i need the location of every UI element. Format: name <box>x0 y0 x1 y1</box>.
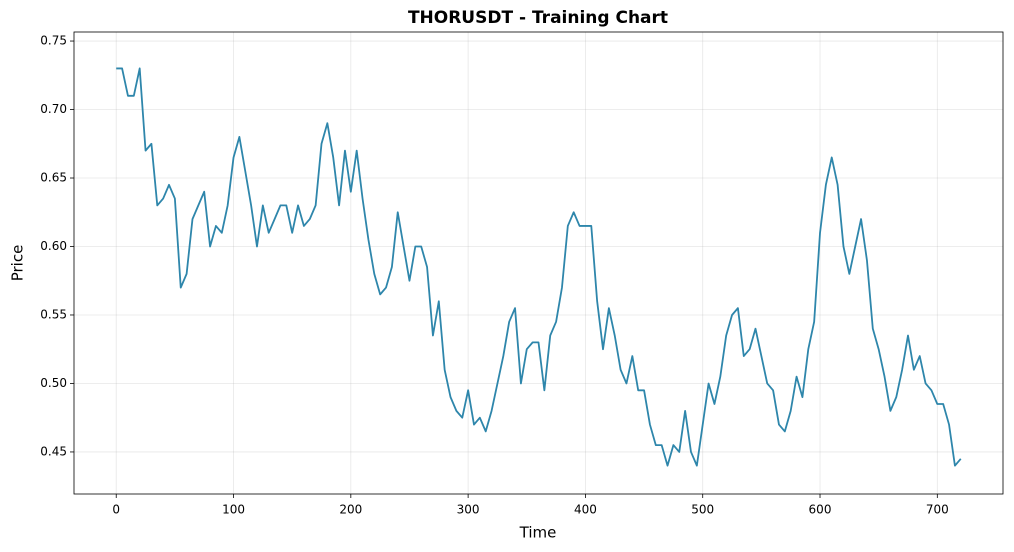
x-tick-label: 200 <box>339 503 362 517</box>
y-tick-label: 0.65 <box>40 171 67 185</box>
y-tick-label: 0.75 <box>40 34 67 48</box>
y-tick-label: 0.55 <box>40 307 67 321</box>
price-line <box>116 67 962 467</box>
x-tick-label: 0 <box>112 503 120 517</box>
y-tick-label: 0.50 <box>40 376 67 390</box>
y-tick-label: 0.60 <box>40 239 67 253</box>
chart-title: THORUSDT - Training Chart <box>408 8 668 28</box>
y-axis-label: Price <box>9 245 27 282</box>
x-tick-label: 300 <box>457 503 480 517</box>
y-tick-label: 0.70 <box>40 102 67 116</box>
x-tick-label: 600 <box>809 503 832 517</box>
x-tick-label: 700 <box>926 503 949 517</box>
x-axis-label: Time <box>519 524 557 542</box>
plot-frame <box>73 31 1004 495</box>
y-tick-label: 0.45 <box>40 444 67 458</box>
x-tick-label: 400 <box>574 503 597 517</box>
x-tick-label: 500 <box>691 503 714 517</box>
x-tick-label: 100 <box>222 503 245 517</box>
